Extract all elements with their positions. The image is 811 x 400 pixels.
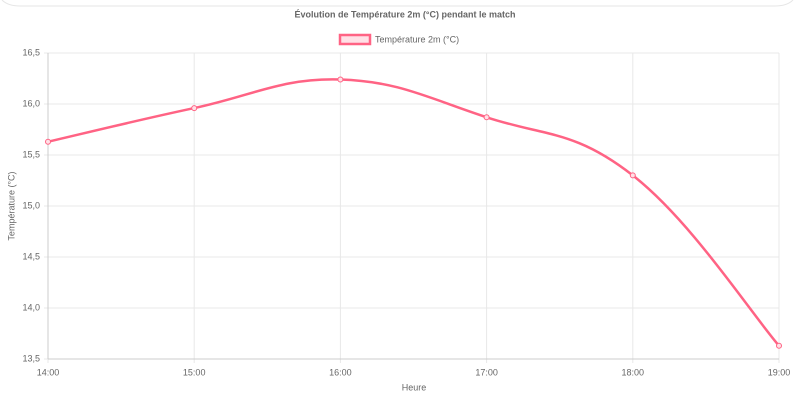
line-series [47,78,780,347]
point [629,172,636,179]
point [191,105,198,112]
x-tick-label: 16:00 [329,367,352,377]
y-tick-label: 14,5 [22,251,40,261]
point [45,138,51,145]
x-tick-label: 15:00 [183,367,206,377]
y-tick-label: 15,0 [22,200,40,210]
x-axis-label: Heure [402,382,427,392]
x-tick-label: 18:00 [622,367,645,377]
y-tick-label: 16,0 [22,98,40,108]
x-tick-label: 14:00 [37,367,60,377]
x-tick-label: 19:00 [768,367,791,377]
legend-label: Température 2m (°C) [375,34,459,44]
legend-swatch [338,33,372,46]
card-edge [1,0,794,7]
y-tick-label: 15,5 [22,149,40,159]
y-tick-label: 14,0 [22,302,40,312]
y-axis-label: Température (°C) [6,171,16,240]
x-tick-label: 17:00 [475,367,498,377]
y-tick-label: 16,5 [22,47,40,57]
y-tick-label: 13,5 [22,353,40,363]
point [337,76,344,83]
point [483,114,490,121]
point [776,342,782,349]
chart-title: Évolution de Température 2m (°C) pendant… [295,9,516,19]
